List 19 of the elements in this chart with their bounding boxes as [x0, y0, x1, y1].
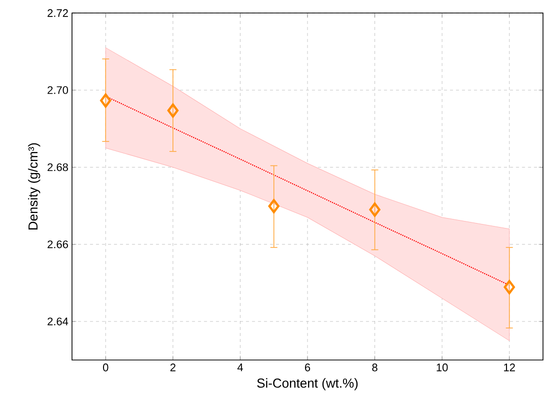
y-tick-label: 2.64	[48, 318, 68, 326]
x-tick-label: 10	[436, 364, 448, 372]
x-tick-label: 2	[170, 364, 176, 372]
y-tick-label: 2.66	[48, 240, 68, 248]
x-tick-label: 4	[237, 364, 243, 372]
point	[268, 199, 280, 214]
y-axis-title: Density (g/cm³)	[28, 143, 40, 230]
x-tick-label: 6	[305, 364, 310, 372]
point	[369, 202, 380, 217]
x-tick-label: 0	[103, 364, 108, 372]
x-tick-label: 12	[504, 364, 515, 372]
x-tick-label: 8	[372, 364, 378, 372]
y-tick-label: 2.72	[48, 9, 68, 17]
point	[100, 93, 112, 108]
point	[167, 103, 179, 118]
y-tick-label: 2.68	[48, 163, 68, 172]
x-axis-title: Si-Content (wt.%)	[257, 378, 358, 390]
point	[504, 280, 515, 294]
y-tick-label: 2.70	[48, 86, 68, 94]
